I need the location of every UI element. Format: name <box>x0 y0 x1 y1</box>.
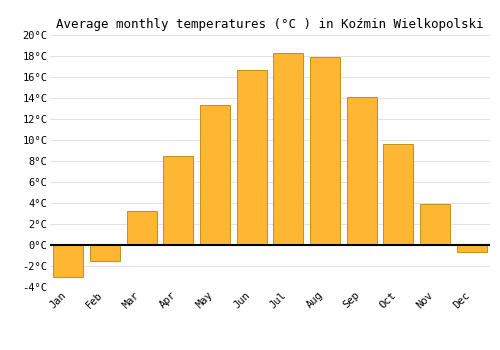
Bar <box>236 70 266 245</box>
Bar <box>126 211 156 245</box>
Bar <box>274 53 304 245</box>
Title: Average monthly temperatures (°C ) in Koźmin Wielkopolski: Average monthly temperatures (°C ) in Ko… <box>56 18 484 31</box>
Bar <box>164 156 194 245</box>
Bar <box>420 204 450 245</box>
Bar <box>90 245 120 261</box>
Bar <box>384 144 414 245</box>
Bar <box>310 57 340 245</box>
Bar <box>346 97 376 245</box>
Bar <box>200 105 230 245</box>
Bar <box>54 245 84 276</box>
Bar <box>456 245 486 252</box>
